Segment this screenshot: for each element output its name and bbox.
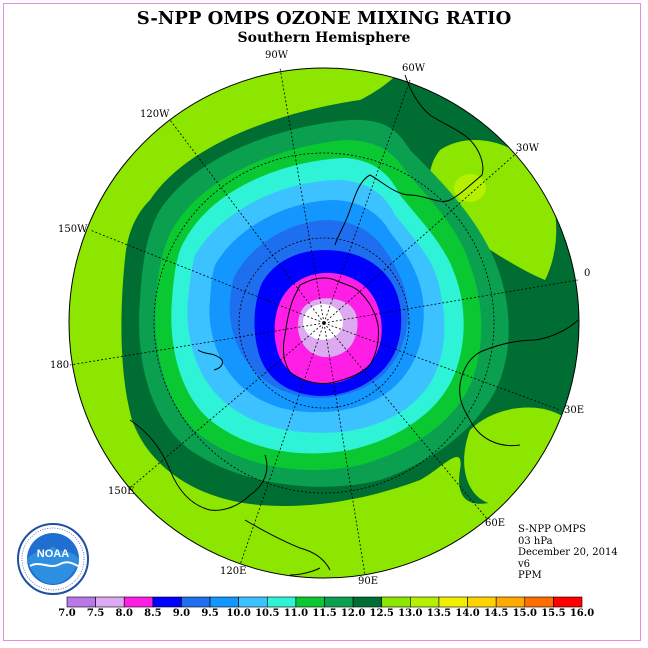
colorbar-swatch <box>438 596 468 608</box>
lon-label-0: 0 <box>584 268 591 279</box>
colorbar-swatch <box>524 596 554 608</box>
colorbar-label: 9.5 <box>201 608 219 619</box>
lon-label-30e: 30E <box>564 405 585 416</box>
colorbar-label: 12.5 <box>369 608 394 619</box>
colorbar-label: 14.5 <box>483 608 509 619</box>
map-subtitle: Southern Hemisphere <box>237 30 411 46</box>
colorbar-label: 8.0 <box>115 608 133 619</box>
colorbar-swatch <box>553 596 583 608</box>
colorbar-swatch <box>66 596 96 608</box>
meridian-60w <box>323 79 411 324</box>
lon-label-180: 180 <box>50 360 70 371</box>
coast-southeast-asia <box>244 519 331 576</box>
colorbar-swatch <box>123 596 154 608</box>
colorbar-label: 11.0 <box>283 608 309 619</box>
ozone-field <box>69 68 579 578</box>
colorbar-swatch <box>181 596 211 608</box>
colorbar-swatch <box>324 596 354 608</box>
meridian-90w <box>279 67 325 324</box>
colorbar-label: 13.5 <box>426 608 452 619</box>
colorbar-swatch <box>266 596 297 608</box>
meridian-60e <box>323 322 489 521</box>
info-version: v6 <box>518 558 531 570</box>
colorbar-label: 15.0 <box>512 608 537 619</box>
coast-antarctica <box>282 277 379 384</box>
colorbar-swatch <box>410 596 440 608</box>
coast-australia <box>129 419 268 511</box>
meridian-30w <box>323 149 521 324</box>
colorbar-label: 16.0 <box>569 608 595 619</box>
colorbar-swatch <box>381 596 411 608</box>
colorbar-label: 10.0 <box>226 608 251 619</box>
colorbar-label: 10.5 <box>255 608 280 619</box>
colorbar <box>66 596 583 608</box>
lon-label-30w: 30W <box>516 143 540 154</box>
info-instrument: S-NPP OMPS <box>518 524 586 535</box>
map-boundary <box>68 67 580 579</box>
meridian-120e <box>239 322 325 566</box>
colorbar-swatch <box>152 596 182 608</box>
meridian-150w <box>89 229 325 324</box>
colorbar-label: 7.5 <box>86 608 105 619</box>
info-block: S-NPP OMPS 03 hPa December 20, 2014 v6 P… <box>518 524 618 582</box>
meridian-0 <box>323 279 579 324</box>
colorbar-swatch <box>95 596 125 608</box>
colorbar-label: 12.0 <box>340 608 366 619</box>
meridian-180 <box>69 322 325 366</box>
lon-label-60e: 60E <box>485 518 506 529</box>
noaa-logo-icon: NOAA <box>17 523 89 595</box>
lon-label-90e: 90E <box>358 576 379 587</box>
colorbar-swatch <box>238 596 268 608</box>
info-units: PPM <box>518 570 542 581</box>
map-title: S-NPP OMPS OZONE MIXING RATIO <box>136 8 512 29</box>
colorbar-label: 8.5 <box>144 608 162 619</box>
field-yellow-green-spot <box>454 174 486 202</box>
colorbar-label: 15.5 <box>541 608 566 619</box>
latitude-circle-60 <box>238 237 410 409</box>
field-light-green-ridge <box>429 140 557 280</box>
colorbar-swatch <box>467 596 497 608</box>
meridian-150e <box>129 322 325 489</box>
colorbar-swatch <box>352 596 383 608</box>
colorbar-label: 7.0 <box>58 608 76 619</box>
colorbar-swatch <box>209 596 239 608</box>
colorbar-label: 14.0 <box>455 608 480 619</box>
lon-label-90w: 90W <box>265 50 289 61</box>
lon-label-150e: 150E <box>108 486 135 497</box>
colorbar-swatch <box>495 596 526 608</box>
lon-label-150w: 150W <box>58 224 88 235</box>
colorbar-label: 13.0 <box>398 608 423 619</box>
graticule <box>69 67 579 576</box>
colorbar-swatch <box>295 596 325 608</box>
coast-new-zealand <box>197 349 223 371</box>
lon-label-120w: 120W <box>140 109 170 120</box>
coast-africa <box>459 319 579 447</box>
info-level: 03 hPa <box>518 535 553 547</box>
lon-label-60w: 60W <box>402 63 426 74</box>
colorbar-label: 11.5 <box>312 608 337 619</box>
meridian-120w <box>169 119 325 324</box>
meridian-90e <box>323 322 366 576</box>
noaa-logo-text: NOAA <box>37 548 69 560</box>
coast-south-america <box>334 74 484 246</box>
field-light-green-lobe <box>464 407 575 505</box>
info-date: December 20, 2014 <box>518 547 618 558</box>
latitude-circle-30 <box>153 152 495 494</box>
colorbar-label: 9.0 <box>172 608 191 619</box>
lon-label-120e: 120E <box>220 566 247 577</box>
coastlines <box>129 74 579 576</box>
meridian-30e <box>323 322 561 411</box>
